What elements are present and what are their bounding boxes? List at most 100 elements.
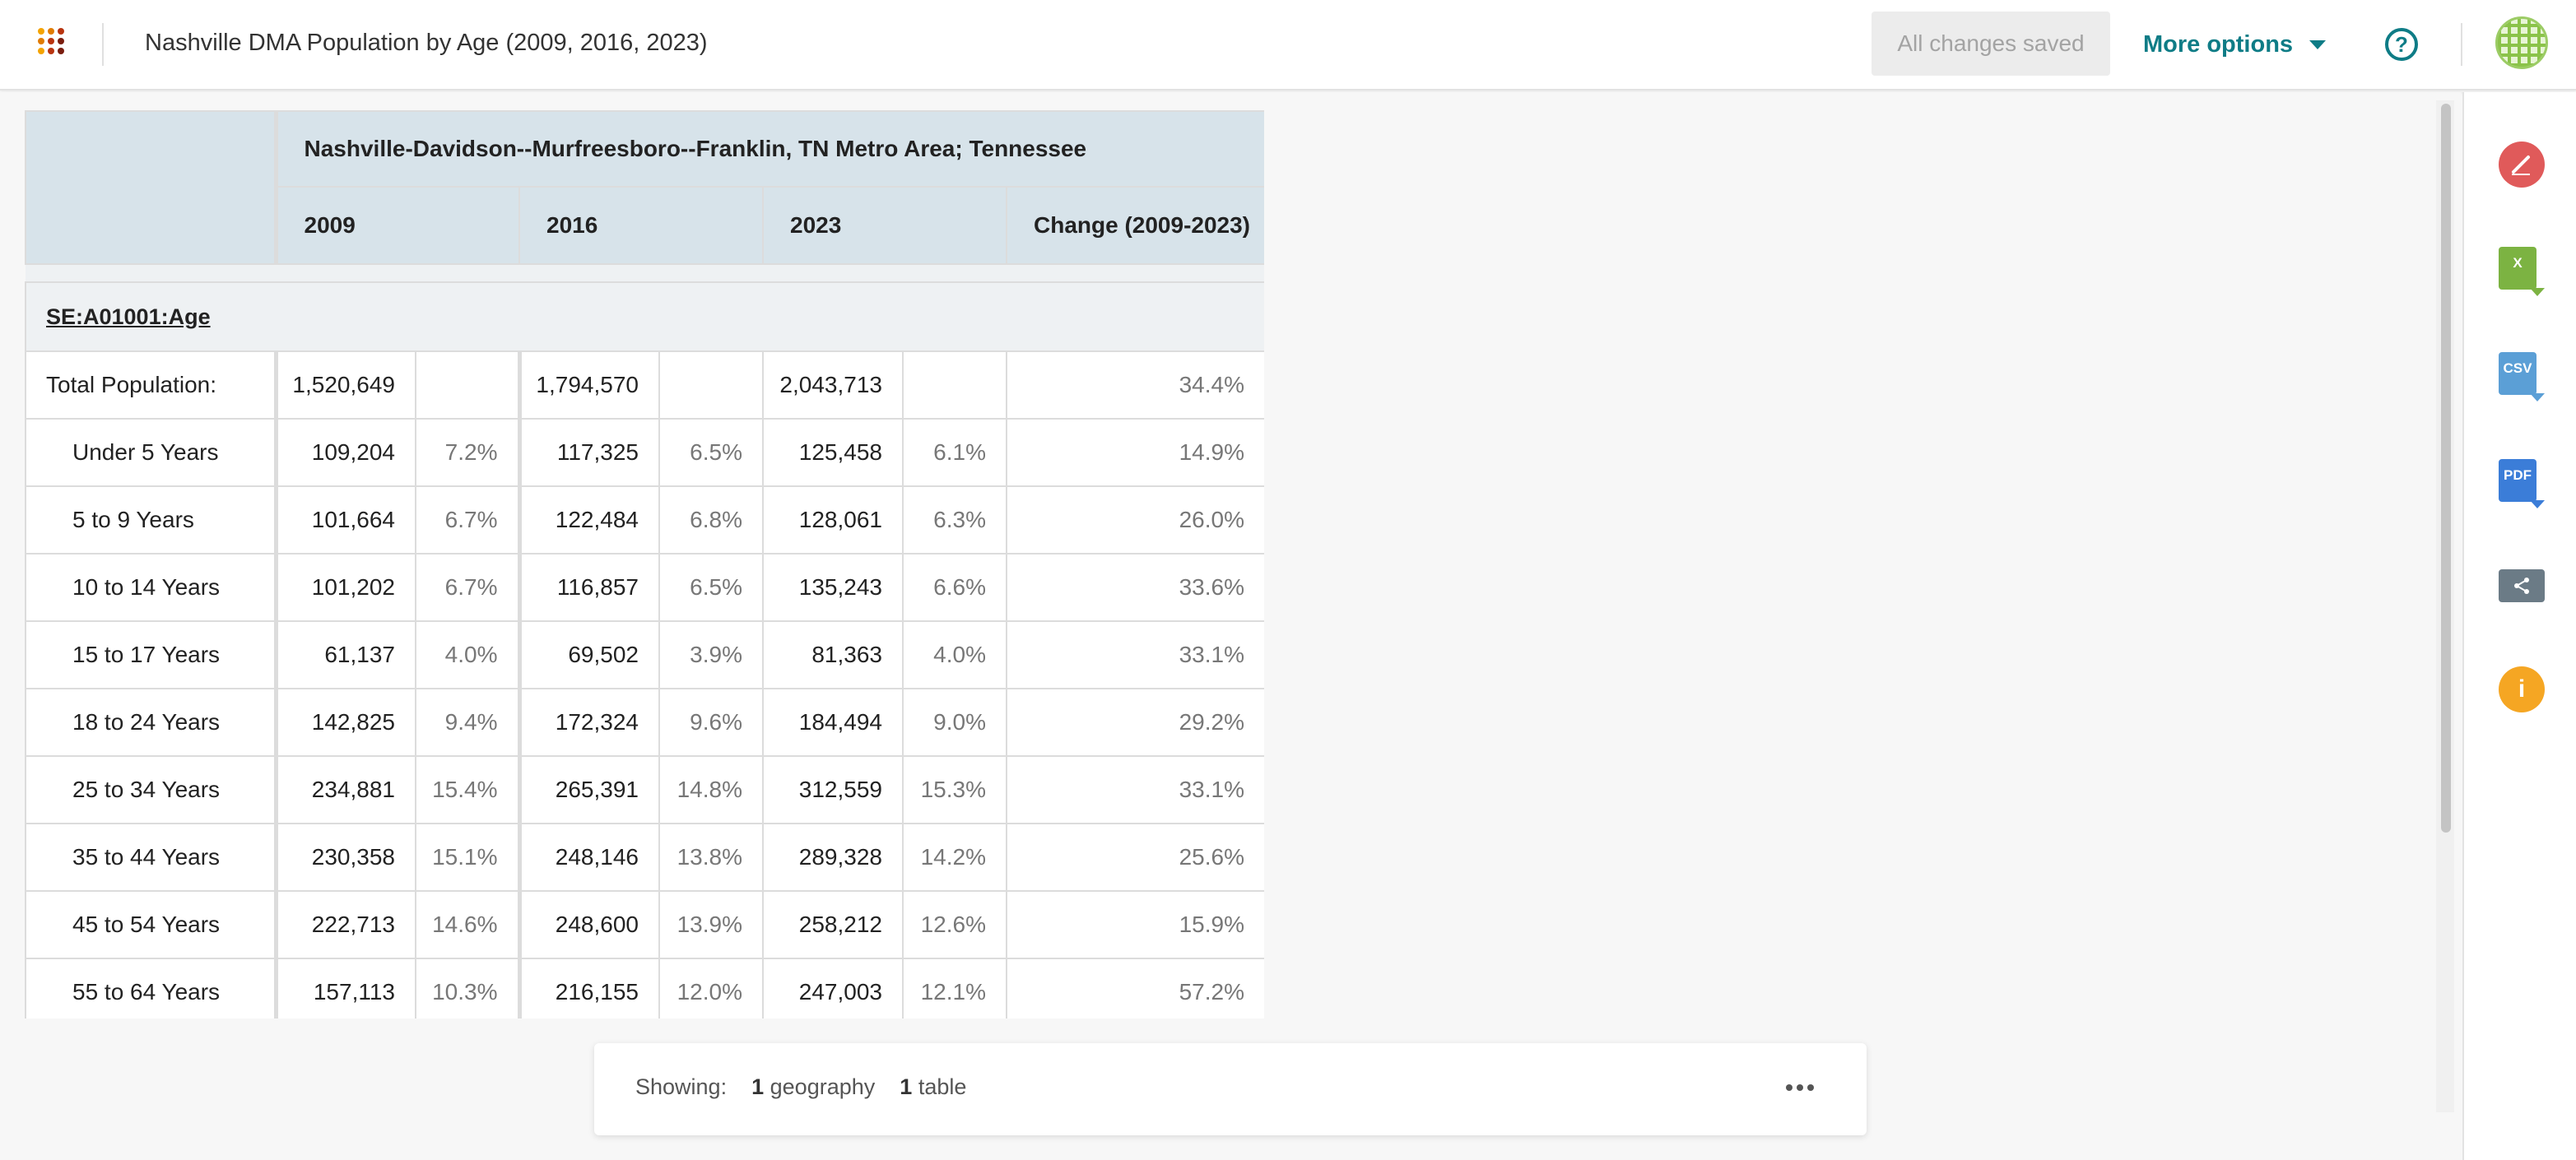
percent-2016: 6.5%	[658, 418, 764, 487]
excel-glyph: X	[2513, 255, 2523, 271]
value-2009: 142,825	[275, 688, 416, 757]
row-label[interactable]: 10 to 14 Years	[25, 553, 278, 622]
row-label[interactable]: 5 to 9 Years	[25, 485, 278, 554]
caret-down-icon	[2309, 39, 2327, 49]
all-changes-saved-button[interactable]: All changes saved	[1872, 12, 2110, 76]
percent-2023: 4.0%	[902, 620, 1007, 689]
value-2023: 128,061	[762, 485, 904, 554]
value-2009: 222,713	[275, 890, 416, 959]
top-header: Nashville DMA Population by Age (2009, 2…	[0, 0, 2576, 90]
info-glyph: i	[2518, 675, 2526, 703]
value-2023: 81,363	[762, 620, 904, 689]
main-content: Nashville-Davidson--Murfreesboro--Frankl…	[0, 92, 2461, 1160]
row-label[interactable]: 25 to 34 Years	[25, 755, 278, 824]
value-2009: 61,137	[275, 620, 416, 689]
value-2023: 312,559	[762, 755, 904, 824]
edit-pencil-icon	[2512, 155, 2530, 175]
download-arrow-icon	[2530, 500, 2545, 508]
table-row: Total Population: 1,520,649 1,794,570 2,043…	[25, 350, 1264, 420]
value-2023: 258,212	[762, 890, 904, 959]
pdf-download-icon[interactable]: PDF	[2499, 459, 2545, 508]
report-table-container: Nashville-Davidson--Murfreesboro--Frankl…	[25, 110, 1264, 1018]
geography-count: 1	[751, 1074, 765, 1099]
percent-2016	[658, 350, 764, 420]
avatar[interactable]	[2495, 16, 2548, 69]
geography-label[interactable]: geography	[770, 1074, 876, 1099]
download-arrow-icon	[2530, 288, 2545, 296]
value-2009: 157,113	[275, 958, 416, 1018]
apps-grid-icon[interactable]	[38, 28, 66, 56]
showing-label: Showing:	[635, 1074, 728, 1099]
showing-summary-text: Showing: 1 geography 1 table	[635, 1074, 966, 1100]
percent-2009: 7.2%	[415, 418, 520, 487]
percent-2009: 15.4%	[415, 755, 520, 824]
row-label[interactable]: 45 to 54 Years	[25, 890, 278, 959]
change-value: 15.9%	[1005, 890, 1264, 959]
table-count: 1	[900, 1074, 913, 1099]
value-2016: 248,146	[517, 823, 660, 892]
value-2009: 109,204	[275, 418, 416, 487]
change-value: 25.6%	[1005, 823, 1264, 892]
percent-2016: 6.8%	[658, 485, 764, 554]
row-label[interactable]: 15 to 17 Years	[25, 620, 278, 689]
row-label[interactable]: Total Population:	[25, 350, 278, 420]
percent-2023: 6.3%	[902, 485, 1007, 554]
value-2009: 234,881	[275, 755, 416, 824]
table-row: Under 5 Years 109,204 7.2% 117,325 6.5% 125,4…	[25, 418, 1264, 487]
percent-2023: 12.6%	[902, 890, 1007, 959]
percent-2023	[902, 350, 1007, 420]
column-header-change[interactable]: Change (2009-2023)	[1005, 186, 1264, 265]
value-2016: 248,600	[517, 890, 660, 959]
excel-download-icon[interactable]: X	[2499, 247, 2545, 296]
share-icon[interactable]	[2499, 569, 2545, 602]
help-icon[interactable]: ?	[2385, 28, 2418, 61]
percent-2016: 14.8%	[658, 755, 764, 824]
column-header-2023[interactable]: 2023	[762, 186, 1007, 265]
header-divider	[102, 23, 104, 66]
value-2023: 2,043,713	[762, 350, 904, 420]
more-ellipsis-icon[interactable]	[1784, 1079, 1817, 1096]
percent-2009: 10.3%	[415, 958, 520, 1018]
row-label[interactable]: Under 5 Years	[25, 418, 278, 487]
apps-grid-dot	[58, 48, 64, 54]
info-icon[interactable]: i	[2499, 666, 2545, 712]
change-value: 34.4%	[1005, 350, 1264, 420]
percent-2023: 12.1%	[902, 958, 1007, 1018]
table-label[interactable]: table	[918, 1074, 967, 1099]
percent-2009: 15.1%	[415, 823, 520, 892]
percent-2016: 13.8%	[658, 823, 764, 892]
change-value: 29.2%	[1005, 688, 1264, 757]
more-options-menu[interactable]: More options	[2143, 28, 2327, 61]
column-header-2016[interactable]: 2016	[518, 186, 764, 265]
row-label[interactable]: 35 to 44 Years	[25, 823, 278, 892]
percent-2023: 6.6%	[902, 553, 1007, 622]
scrollbar-thumb[interactable]	[2441, 104, 2451, 833]
table-corner-cell	[25, 110, 278, 265]
column-header-2009[interactable]: 2009	[275, 186, 520, 265]
row-label[interactable]: 18 to 24 Years	[25, 688, 278, 757]
table-row: 10 to 14 Years 101,202 6.7% 116,857 6.5% 135,…	[25, 553, 1264, 622]
percent-2016: 3.9%	[658, 620, 764, 689]
percent-2023: 14.2%	[902, 823, 1007, 892]
percent-2009: 6.7%	[415, 485, 520, 554]
change-value: 33.6%	[1005, 553, 1264, 622]
value-2009: 101,664	[275, 485, 416, 554]
change-value: 14.9%	[1005, 418, 1264, 487]
right-action-sidebar: X CSV PDF i	[2462, 92, 2576, 1160]
percent-2023: 9.0%	[902, 688, 1007, 757]
csv-download-icon[interactable]: CSV	[2499, 352, 2545, 401]
edit-pencil-icon[interactable]	[2499, 142, 2545, 188]
apps-grid-dot	[58, 38, 64, 44]
share-icon	[2514, 578, 2529, 594]
table-row: 18 to 24 Years 142,825 9.4% 172,324 9.6% 184,…	[25, 688, 1264, 757]
value-2023: 289,328	[762, 823, 904, 892]
section-link[interactable]: SE:A01001:Age	[46, 304, 211, 329]
percent-2023: 6.1%	[902, 418, 1007, 487]
value-2023: 125,458	[762, 418, 904, 487]
showing-summary-bar: Showing: 1 geography 1 table	[594, 1043, 1867, 1135]
percent-2023: 15.3%	[902, 755, 1007, 824]
row-label[interactable]: 55 to 64 Years	[25, 958, 278, 1018]
percent-2016: 13.9%	[658, 890, 764, 959]
geography-header[interactable]: Nashville-Davidson--Murfreesboro--Frankl…	[274, 110, 1264, 188]
value-2023: 247,003	[762, 958, 904, 1018]
